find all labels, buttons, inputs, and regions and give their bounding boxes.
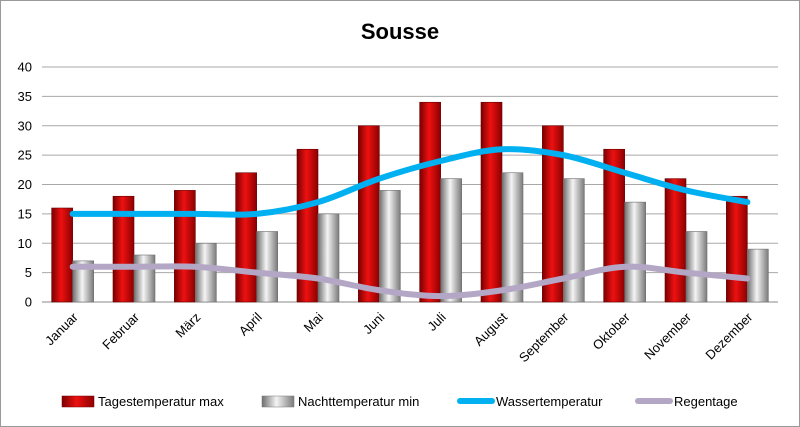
x-tick-label-maerz: März [172, 310, 203, 341]
x-tick-label-mai: Mai [301, 309, 326, 334]
legend-label-regentage: Regentage [674, 394, 738, 409]
x-tick-label-januar: Januar [42, 309, 81, 348]
legend: Tagestemperatur max Nachttemperatur min … [61, 394, 738, 409]
line-series [69, 146, 751, 300]
bar-tagestemperatur-max-juni [358, 125, 380, 303]
bar-tagestemperatur-max-november [664, 178, 687, 303]
bar-nachttemperatur-min-september [563, 178, 585, 303]
gridlines [42, 66, 778, 303]
bar-tagestemperatur-max-august [480, 101, 503, 303]
line-wassertemperatur [69, 146, 751, 218]
bar-tagestemperatur-max-juli [419, 101, 441, 303]
legend-label-tagestemperatur: Tagestemperatur max [98, 394, 224, 409]
x-tick-label-februar: Februar [99, 309, 142, 352]
y-axis-tick-labels: 0 5 10 15 20 25 30 35 40 [18, 60, 32, 310]
y-tick-label-30: 30 [18, 118, 32, 133]
legend-label-wassertemperatur: Wassertemperatur [496, 394, 603, 409]
y-tick-label-25: 25 [18, 148, 32, 163]
bar-nachttemperatur-min-dezember [747, 248, 769, 303]
y-tick-label-0: 0 [25, 295, 32, 310]
x-tick-label-april: April [236, 309, 265, 338]
chart-title: Sousse [361, 19, 439, 44]
bar-nachttemperatur-min-november [685, 231, 708, 303]
x-tick-label-oktober: Oktober [589, 309, 633, 353]
bar-nachttemperatur-min-juni [379, 190, 401, 303]
x-tick-label-juni: Juni [360, 309, 388, 337]
y-tick-label-20: 20 [18, 177, 32, 192]
y-tick-label-15: 15 [18, 206, 32, 221]
bar-nachttemperatur-min-april [256, 231, 278, 303]
y-tick-label-35: 35 [18, 89, 32, 104]
y-tick-label-10: 10 [18, 236, 32, 251]
x-tick-label-november: November [641, 309, 694, 362]
legend-swatch-nachttemperatur [261, 395, 295, 408]
legend-swatch-tagestemperatur [61, 395, 95, 408]
bar-nachttemperatur-min-august [501, 172, 524, 303]
x-tick-label-august: August [471, 309, 510, 348]
bar-tagestemperatur-max-januar [51, 207, 73, 303]
x-tick-label-september: September [516, 309, 572, 365]
bar-tagestemperatur-max-dezember [726, 195, 748, 303]
x-axis-tick-labels: Januar Februar März April Mai Juni Juli August S… [42, 309, 756, 365]
bar-tagestemperatur-max-april [235, 172, 257, 303]
bar-nachttemperatur-min-oktober [624, 201, 646, 303]
y-tick-label-5: 5 [25, 265, 32, 280]
bar-nachttemperatur-min-maerz [195, 242, 217, 303]
bar-tagestemperatur-max-februar [112, 195, 135, 303]
legend-label-nachttemperatur: Nachttemperatur min [298, 394, 419, 409]
bar-nachttemperatur-min-februar [133, 254, 156, 303]
line-regentage [69, 263, 751, 300]
bar-nachttemperatur-min-januar [72, 260, 94, 303]
bar-tagestemperatur-max-maerz [174, 190, 196, 303]
x-tick-label-dezember: Dezember [702, 309, 755, 362]
x-tick-label-juli: Juli [424, 309, 448, 333]
bar-nachttemperatur-min-juli [440, 178, 462, 303]
y-tick-label-40: 40 [18, 60, 32, 75]
bar-nachttemperatur-min-mai [317, 213, 340, 303]
